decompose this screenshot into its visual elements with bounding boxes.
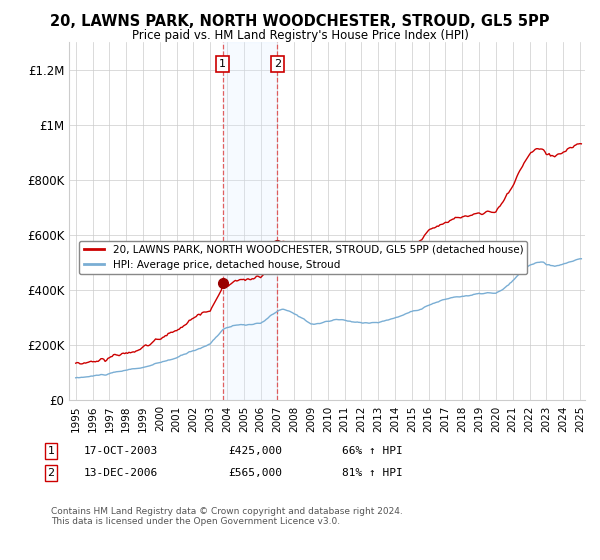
Bar	[223, 42, 277, 400]
Text: 17-OCT-2003: 17-OCT-2003	[84, 446, 158, 456]
Text: 66% ↑ HPI: 66% ↑ HPI	[342, 446, 403, 456]
Text: Contains HM Land Registry data © Crown copyright and database right 2024.
This d: Contains HM Land Registry data © Crown c…	[51, 507, 403, 526]
Text: 81% ↑ HPI: 81% ↑ HPI	[342, 468, 403, 478]
Text: £425,000: £425,000	[228, 446, 282, 456]
Text: 1: 1	[47, 446, 55, 456]
Text: 20, LAWNS PARK, NORTH WOODCHESTER, STROUD, GL5 5PP: 20, LAWNS PARK, NORTH WOODCHESTER, STROU…	[50, 14, 550, 29]
Text: 2: 2	[274, 59, 281, 69]
Legend: 20, LAWNS PARK, NORTH WOODCHESTER, STROUD, GL5 5PP (detached house), HPI: Averag: 20, LAWNS PARK, NORTH WOODCHESTER, STROU…	[79, 241, 527, 274]
Text: 2: 2	[47, 468, 55, 478]
Text: £565,000: £565,000	[228, 468, 282, 478]
Text: 1: 1	[219, 59, 226, 69]
Text: 13-DEC-2006: 13-DEC-2006	[84, 468, 158, 478]
Text: Price paid vs. HM Land Registry's House Price Index (HPI): Price paid vs. HM Land Registry's House …	[131, 29, 469, 42]
